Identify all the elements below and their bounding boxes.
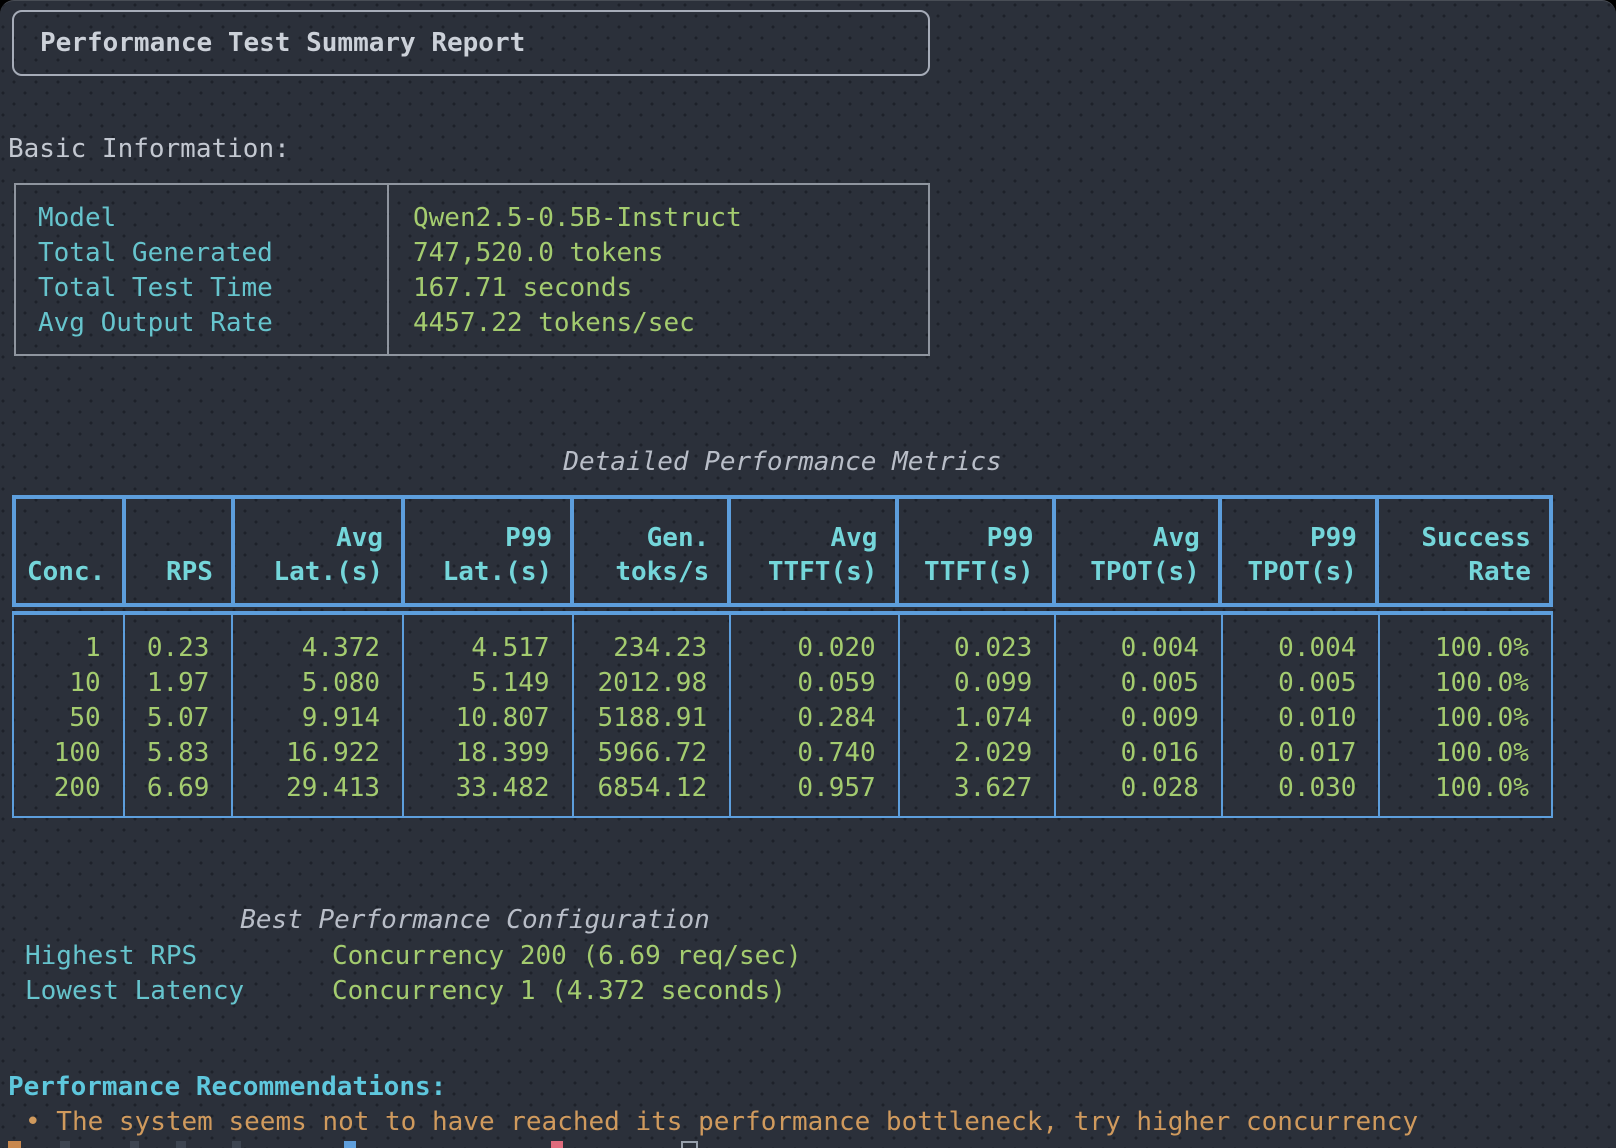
header-line-top: P99	[405, 521, 552, 555]
header-line-bottom: TPOT(s)	[1056, 555, 1200, 589]
header-line-bottom: TTFT(s)	[899, 555, 1033, 589]
metrics-table: Conc. RPS Avg Lat.(s) P99 Lat.(s) Gen. t…	[12, 495, 1553, 818]
cell-avg-ttft: 0.957	[731, 755, 900, 816]
clipped-glyph	[8, 1141, 21, 1148]
metrics-table-title: Detailed Performance Metrics	[12, 447, 1553, 477]
best-performance-value: Concurrency 200 (6.69 req/sec)	[332, 939, 802, 974]
terminal-cursor	[681, 1141, 698, 1148]
header-line-bottom: TPOT(s)	[1222, 555, 1357, 589]
basic-info-table: ModelTotal GeneratedTotal Test TimeAvg O…	[14, 183, 930, 356]
metrics-table-header: Conc. RPS Avg Lat.(s) P99 Lat.(s) Gen. t…	[12, 495, 1553, 607]
metrics-column-header: RPS	[126, 499, 235, 603]
metrics-column-header: Avg Lat.(s)	[235, 499, 405, 603]
best-performance-title: Best Performance Configuration	[0, 903, 950, 937]
cell-concurrency: 200	[14, 755, 125, 816]
basic-info-label: Avg Output Rate	[38, 306, 387, 341]
best-performance-row: Highest RPS Concurrency 200 (6.69 req/se…	[0, 939, 950, 974]
basic-info-labels: ModelTotal GeneratedTotal Test TimeAvg O…	[16, 185, 389, 354]
cell-rps: 6.69	[125, 755, 234, 816]
recommendations-heading: Performance Recommendations:	[8, 1072, 446, 1102]
basic-info-label: Total Generated	[38, 236, 387, 271]
best-performance-label: Lowest Latency	[0, 974, 332, 1009]
clipped-glyph	[344, 1141, 356, 1148]
metrics-column-header: Gen. toks/s	[574, 499, 731, 603]
basic-info-values: Qwen2.5-0.5B-Instruct747,520.0 tokens167…	[389, 185, 928, 354]
header-line-top: Gen.	[574, 521, 709, 555]
clipped-glyph	[60, 1141, 70, 1148]
header-line-bottom: TTFT(s)	[731, 555, 877, 589]
header-line-top: P99	[899, 521, 1033, 555]
basic-info-value: 747,520.0 tokens	[413, 236, 928, 271]
table-row: 200 6.69 29.413 33.482 6854.12 0.957 3.6…	[14, 771, 1551, 806]
clipped-glyph	[130, 1141, 139, 1148]
header-line-bottom: Conc.	[27, 555, 122, 589]
metrics-column-header: Conc.	[16, 499, 126, 603]
cell-gen-toks: 6854.12	[574, 755, 732, 816]
best-performance-row: Lowest Latency Concurrency 1 (4.372 seco…	[0, 974, 950, 1009]
basic-info-value: 4457.22 tokens/sec	[413, 306, 928, 341]
metrics-column-header: P99 Lat.(s)	[405, 499, 574, 603]
clipped-glyph	[232, 1141, 241, 1148]
metrics-column-header: Success Rate	[1379, 499, 1549, 603]
best-performance-section: Best Performance Configuration Highest R…	[0, 903, 950, 1009]
metrics-column-header: Avg TTFT(s)	[731, 499, 899, 603]
cell-avg-tpot: 0.028	[1056, 755, 1223, 816]
report-title-box: Performance Test Summary Report	[12, 10, 930, 76]
cell-p99-tpot: 0.030	[1223, 755, 1381, 816]
best-performance-label: Highest RPS	[0, 939, 332, 974]
header-line-top: Avg	[235, 521, 383, 555]
best-performance-rows: Highest RPS Concurrency 200 (6.69 req/se…	[0, 939, 950, 1009]
header-line-top: Avg	[731, 521, 877, 555]
report-title: Performance Test Summary Report	[40, 28, 525, 58]
terminal-window: Performance Test Summary Report Basic In…	[0, 0, 1616, 1148]
header-line-bottom: Lat.(s)	[405, 555, 552, 589]
basic-info-heading: Basic Information:	[8, 134, 290, 164]
metrics-column-header: P99 TPOT(s)	[1222, 499, 1379, 603]
recommendation-bullet: • The system seems not to have reached i…	[25, 1107, 1418, 1137]
header-line-top: Success	[1379, 521, 1531, 555]
clipped-bottom-line	[0, 1141, 1616, 1148]
cell-p99-ttft: 3.627	[900, 755, 1057, 816]
header-line-bottom: Rate	[1379, 555, 1531, 589]
metrics-table-body: 1 0.23 4.372 4.517 234.23 0.020 0.023 0.…	[12, 611, 1553, 818]
header-line-bottom: toks/s	[574, 555, 709, 589]
clipped-glyph	[551, 1141, 563, 1148]
clipped-glyph	[176, 1141, 186, 1148]
metrics-column-header: P99 TTFT(s)	[899, 499, 1055, 603]
cell-avg-latency: 29.413	[233, 755, 404, 816]
header-line-bottom: Lat.(s)	[235, 555, 383, 589]
metrics-column-header: Avg TPOT(s)	[1056, 499, 1222, 603]
best-performance-value: Concurrency 1 (4.372 seconds)	[332, 974, 786, 1009]
cell-p99-latency: 33.482	[404, 755, 574, 816]
basic-info-value: 167.71 seconds	[413, 271, 928, 306]
header-line-bottom: RPS	[126, 555, 213, 589]
header-line-top: Avg	[1056, 521, 1200, 555]
cell-success-rate: 100.0%	[1380, 755, 1550, 816]
basic-info-value: Qwen2.5-0.5B-Instruct	[413, 201, 928, 236]
basic-info-label: Total Test Time	[38, 271, 387, 306]
header-line-top: P99	[1222, 521, 1357, 555]
basic-info-label: Model	[38, 201, 387, 236]
